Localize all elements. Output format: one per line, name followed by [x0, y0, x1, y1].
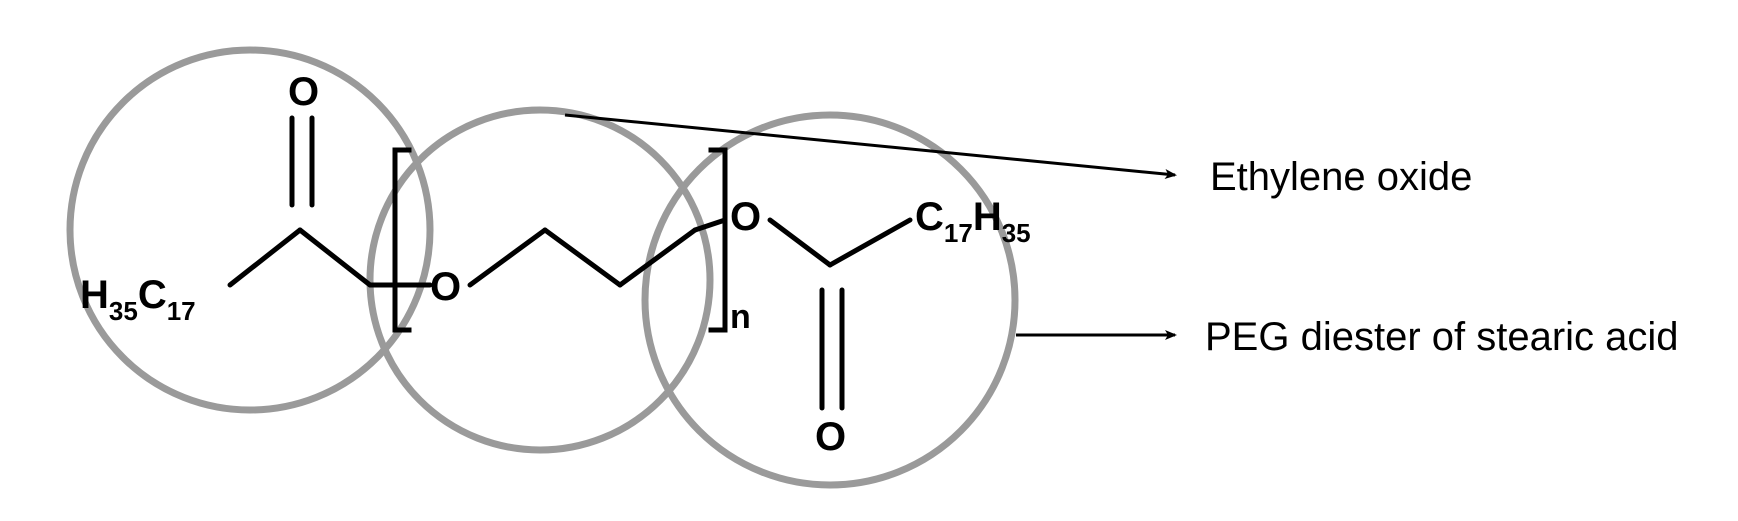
repeat-subscript-n: n: [730, 298, 751, 336]
arrow-ethylene: [565, 115, 1175, 175]
right-ether-o: O: [730, 195, 761, 239]
peg-diester-label: PEG diester of stearic acid: [1205, 315, 1679, 359]
diagram-canvas: H35C17 O O O n O C17H35 Ethylene oxide P…: [0, 0, 1738, 521]
annotation-arrows: [565, 115, 1175, 335]
bonds: [230, 118, 910, 408]
atom-labels: H35C17 O O O n O C17H35: [80, 70, 1031, 459]
ethylene-oxide-label: Ethylene oxide: [1210, 155, 1472, 199]
highlight-circles: [70, 50, 1015, 485]
annotation-labels: Ethylene oxide PEG diester of stearic ac…: [1205, 155, 1679, 359]
left-tail-label: H35C17: [80, 273, 196, 326]
right-carbonyl-o: O: [815, 415, 846, 459]
center-ether-o: O: [430, 265, 461, 309]
right-tail-label: C17H35: [915, 195, 1031, 248]
left-carbonyl-o: O: [288, 70, 319, 114]
